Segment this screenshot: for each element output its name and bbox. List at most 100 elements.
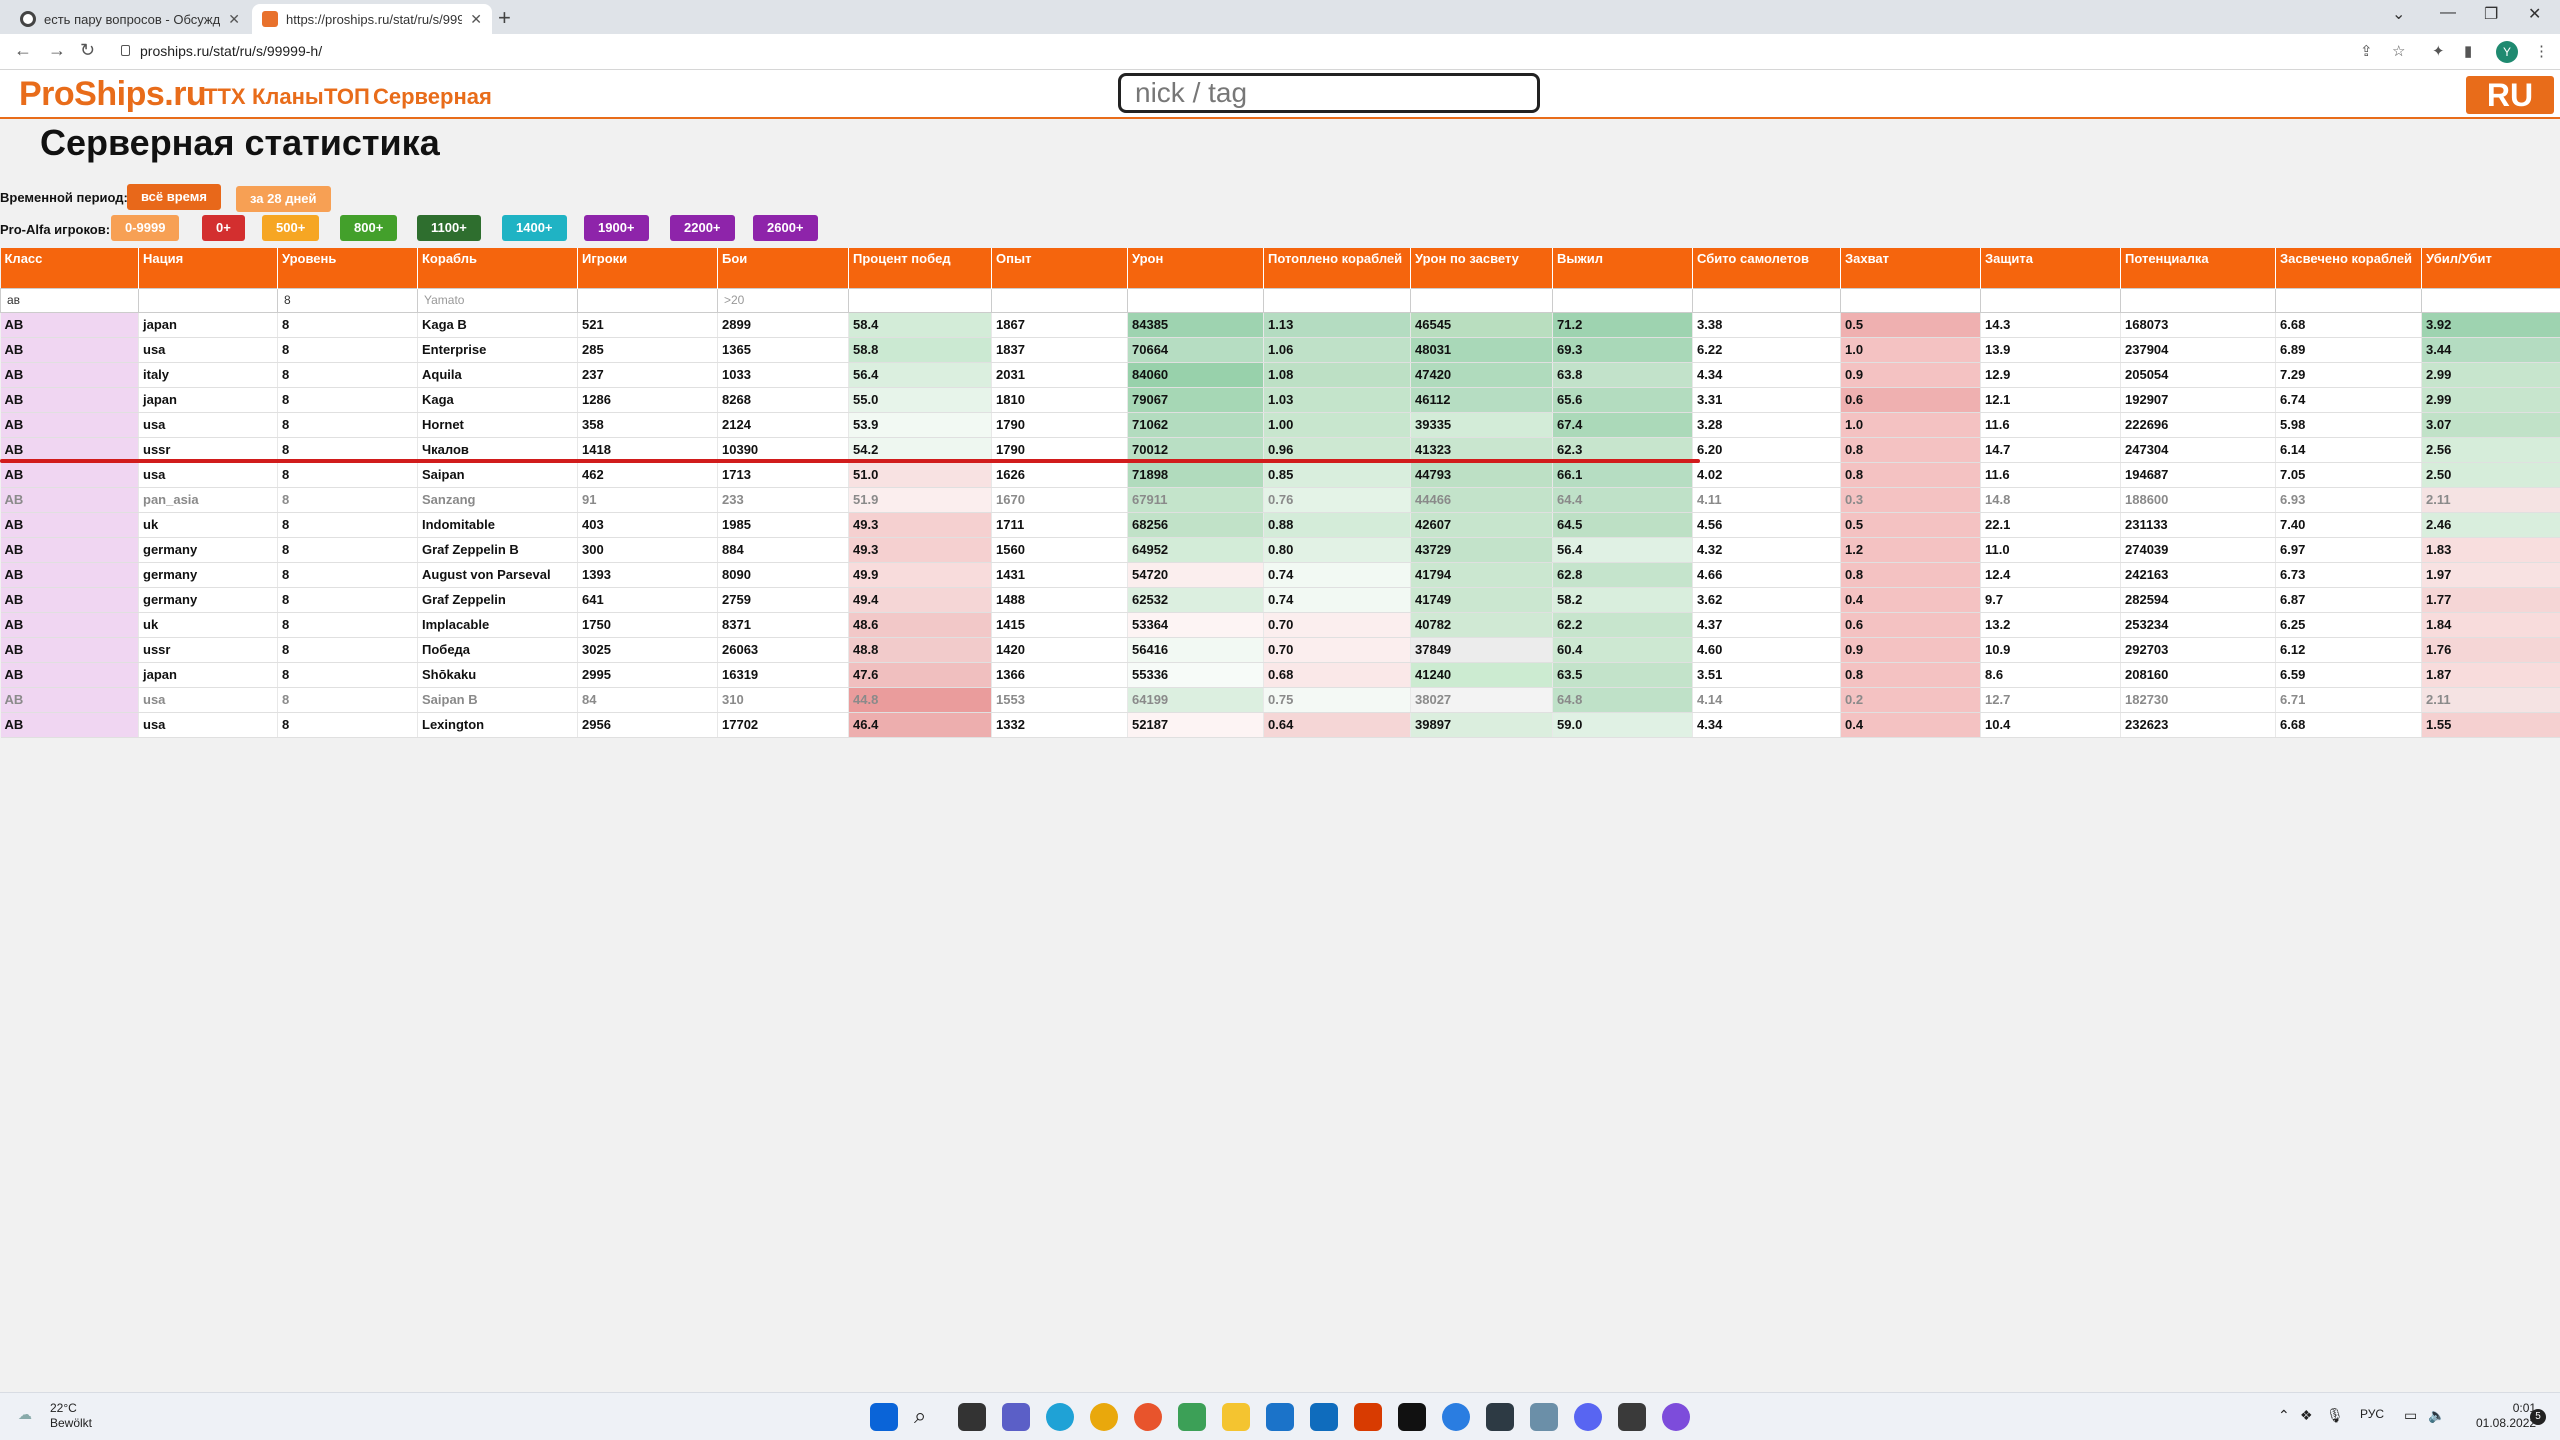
skill-filter-button[interactable]: 1100+ <box>417 215 481 241</box>
column-header[interactable]: Корабль <box>417 248 578 288</box>
column-filter-input[interactable] <box>580 290 715 310</box>
column-header[interactable]: Потоплено кораблей <box>1263 248 1411 288</box>
nick-tag-search-input[interactable] <box>1118 73 1540 113</box>
teams-chat-icon[interactable] <box>1002 1403 1030 1431</box>
forward-arrow-icon[interactable]: → <box>48 40 66 60</box>
language-button[interactable]: RU <box>2466 76 2554 114</box>
skill-filter-button[interactable]: 1900+ <box>584 215 649 241</box>
column-header[interactable]: Уровень <box>277 248 418 288</box>
column-header[interactable]: Засвечено кораблей <box>2275 248 2422 288</box>
browser-menu-icon[interactable]: ⋮ <box>2534 43 2549 60</box>
wargaming-icon[interactable] <box>1618 1403 1646 1431</box>
table-cell[interactable]: Graf Zeppelin B <box>417 537 578 563</box>
messenger-icon[interactable] <box>1442 1403 1470 1431</box>
column-filter-input[interactable] <box>3 290 136 310</box>
table-cell[interactable]: Чкалов <box>417 437 578 463</box>
network-icon[interactable]: ▭ <box>2404 1407 2418 1423</box>
table-cell[interactable]: Sanzang <box>417 487 578 513</box>
column-filter-input[interactable] <box>420 290 575 310</box>
period-all-time-button[interactable]: всё время <box>127 184 221 210</box>
discord-icon[interactable] <box>1574 1403 1602 1431</box>
skill-filter-button[interactable]: 500+ <box>262 215 320 241</box>
share-icon[interactable]: ⇪ <box>2360 43 2373 60</box>
close-tab-icon[interactable]: ✕ <box>228 10 240 27</box>
browser-tab-forum[interactable]: есть пару вопросов - Обсужде ✕ <box>10 4 250 34</box>
ship-app-icon[interactable] <box>1530 1403 1558 1431</box>
microphone-icon[interactable]: 🎙 <box>2326 1407 2344 1423</box>
wows-game-icon[interactable] <box>1486 1403 1514 1431</box>
tray-chevron-icon[interactable]: ⌃ <box>2278 1407 2290 1423</box>
column-header[interactable]: Нация <box>138 248 278 288</box>
column-filter-input[interactable] <box>141 290 275 310</box>
skill-filter-button[interactable]: 1400+ <box>502 215 567 241</box>
column-filter-input[interactable] <box>1695 290 1838 310</box>
table-cell[interactable]: Enterprise <box>417 337 578 363</box>
windows-start-icon[interactable] <box>870 1403 898 1431</box>
tab-search-chevron-icon[interactable]: ⌄ <box>2392 6 2406 23</box>
nav-ttx[interactable]: ТТХ <box>204 84 246 109</box>
column-header[interactable]: Потенциалка <box>2120 248 2276 288</box>
firefox-icon[interactable] <box>1134 1403 1162 1431</box>
column-filter-input[interactable] <box>851 290 989 310</box>
url-field[interactable]: proships.ru/stat/ru/s/99999-h/ <box>140 43 323 59</box>
column-filter-input[interactable] <box>1413 290 1550 310</box>
volume-icon[interactable]: 🔈 <box>2428 1407 2446 1423</box>
column-header[interactable]: Защита <box>1980 248 2121 288</box>
column-header[interactable]: Бои <box>717 248 849 288</box>
nav-server[interactable]: Серверная <box>373 84 492 109</box>
nav-top[interactable]: ТОП <box>324 84 370 109</box>
bookmark-star-icon[interactable]: ☆ <box>2392 43 2406 60</box>
notification-badge[interactable]: 5 <box>2530 1409 2546 1425</box>
site-logo[interactable]: ProShips.ru <box>19 75 207 113</box>
column-header[interactable]: Опыт <box>991 248 1128 288</box>
column-header[interactable]: Урон <box>1127 248 1264 288</box>
column-filter-input[interactable] <box>2278 290 2419 310</box>
skill-filter-button[interactable]: 2600+ <box>753 215 818 241</box>
taskbar-clock[interactable]: 0:01 01.08.2022 <box>2476 1401 2536 1431</box>
file-explorer-icon[interactable] <box>1222 1403 1250 1431</box>
skill-filter-button[interactable]: 0-9999 <box>111 215 180 241</box>
column-header[interactable]: Захват <box>1840 248 1981 288</box>
minimize-icon[interactable]: — <box>2440 4 2456 21</box>
table-cell[interactable]: Implacable <box>417 612 578 638</box>
close-tab-icon[interactable]: ✕ <box>470 10 482 27</box>
restore-icon[interactable]: ❐ <box>2484 6 2499 23</box>
drive-icon[interactable] <box>1178 1403 1206 1431</box>
column-filter-input[interactable] <box>1266 290 1408 310</box>
column-filter-input[interactable] <box>720 290 846 310</box>
table-cell[interactable]: Победа <box>417 637 578 663</box>
column-header[interactable]: Процент побед <box>848 248 992 288</box>
table-cell[interactable]: August von Parseval <box>417 562 578 588</box>
edge-icon[interactable] <box>1046 1403 1074 1431</box>
skill-filter-button[interactable]: 800+ <box>340 215 398 241</box>
column-header[interactable]: Класс <box>0 248 139 288</box>
column-filter-input[interactable] <box>1983 290 2118 310</box>
nav-clans[interactable]: Кланы <box>252 84 324 109</box>
task-view-icon[interactable] <box>958 1403 986 1431</box>
table-cell[interactable]: Aquila <box>417 362 578 388</box>
table-cell[interactable]: Lexington <box>417 712 578 738</box>
extensions-puzzle-icon[interactable]: ✦ <box>2432 43 2445 60</box>
sidepanel-icon[interactable]: ▮ <box>2464 43 2473 60</box>
table-cell[interactable]: Shōkaku <box>417 662 578 688</box>
table-cell[interactable]: Hornet <box>417 412 578 438</box>
column-filter-input[interactable] <box>2424 290 2558 310</box>
table-cell[interactable]: Graf Zeppelin <box>417 587 578 613</box>
input-language[interactable]: РУС <box>2360 1407 2385 1421</box>
column-header[interactable]: Урон по засвету <box>1410 248 1553 288</box>
office-icon[interactable] <box>1354 1403 1382 1431</box>
table-cell[interactable]: Kaga B <box>417 312 578 338</box>
column-header[interactable]: Убил/Убит <box>2421 248 2560 288</box>
window-close-icon[interactable]: ✕ <box>2528 6 2542 23</box>
column-filter-input[interactable] <box>1843 290 1978 310</box>
tiktok-icon[interactable] <box>1398 1403 1426 1431</box>
skill-filter-button[interactable]: 2200+ <box>670 215 735 241</box>
chrome-icon[interactable] <box>1090 1403 1118 1431</box>
table-cell[interactable]: Saipan <box>417 462 578 488</box>
table-cell[interactable]: Saipan B <box>417 687 578 713</box>
column-filter-input[interactable] <box>280 290 415 310</box>
dropbox-icon[interactable]: ❖ <box>2300 1407 2313 1423</box>
column-filter-input[interactable] <box>1130 290 1261 310</box>
column-header[interactable]: Сбито самолетов <box>1692 248 1841 288</box>
column-filter-input[interactable] <box>2123 290 2273 310</box>
